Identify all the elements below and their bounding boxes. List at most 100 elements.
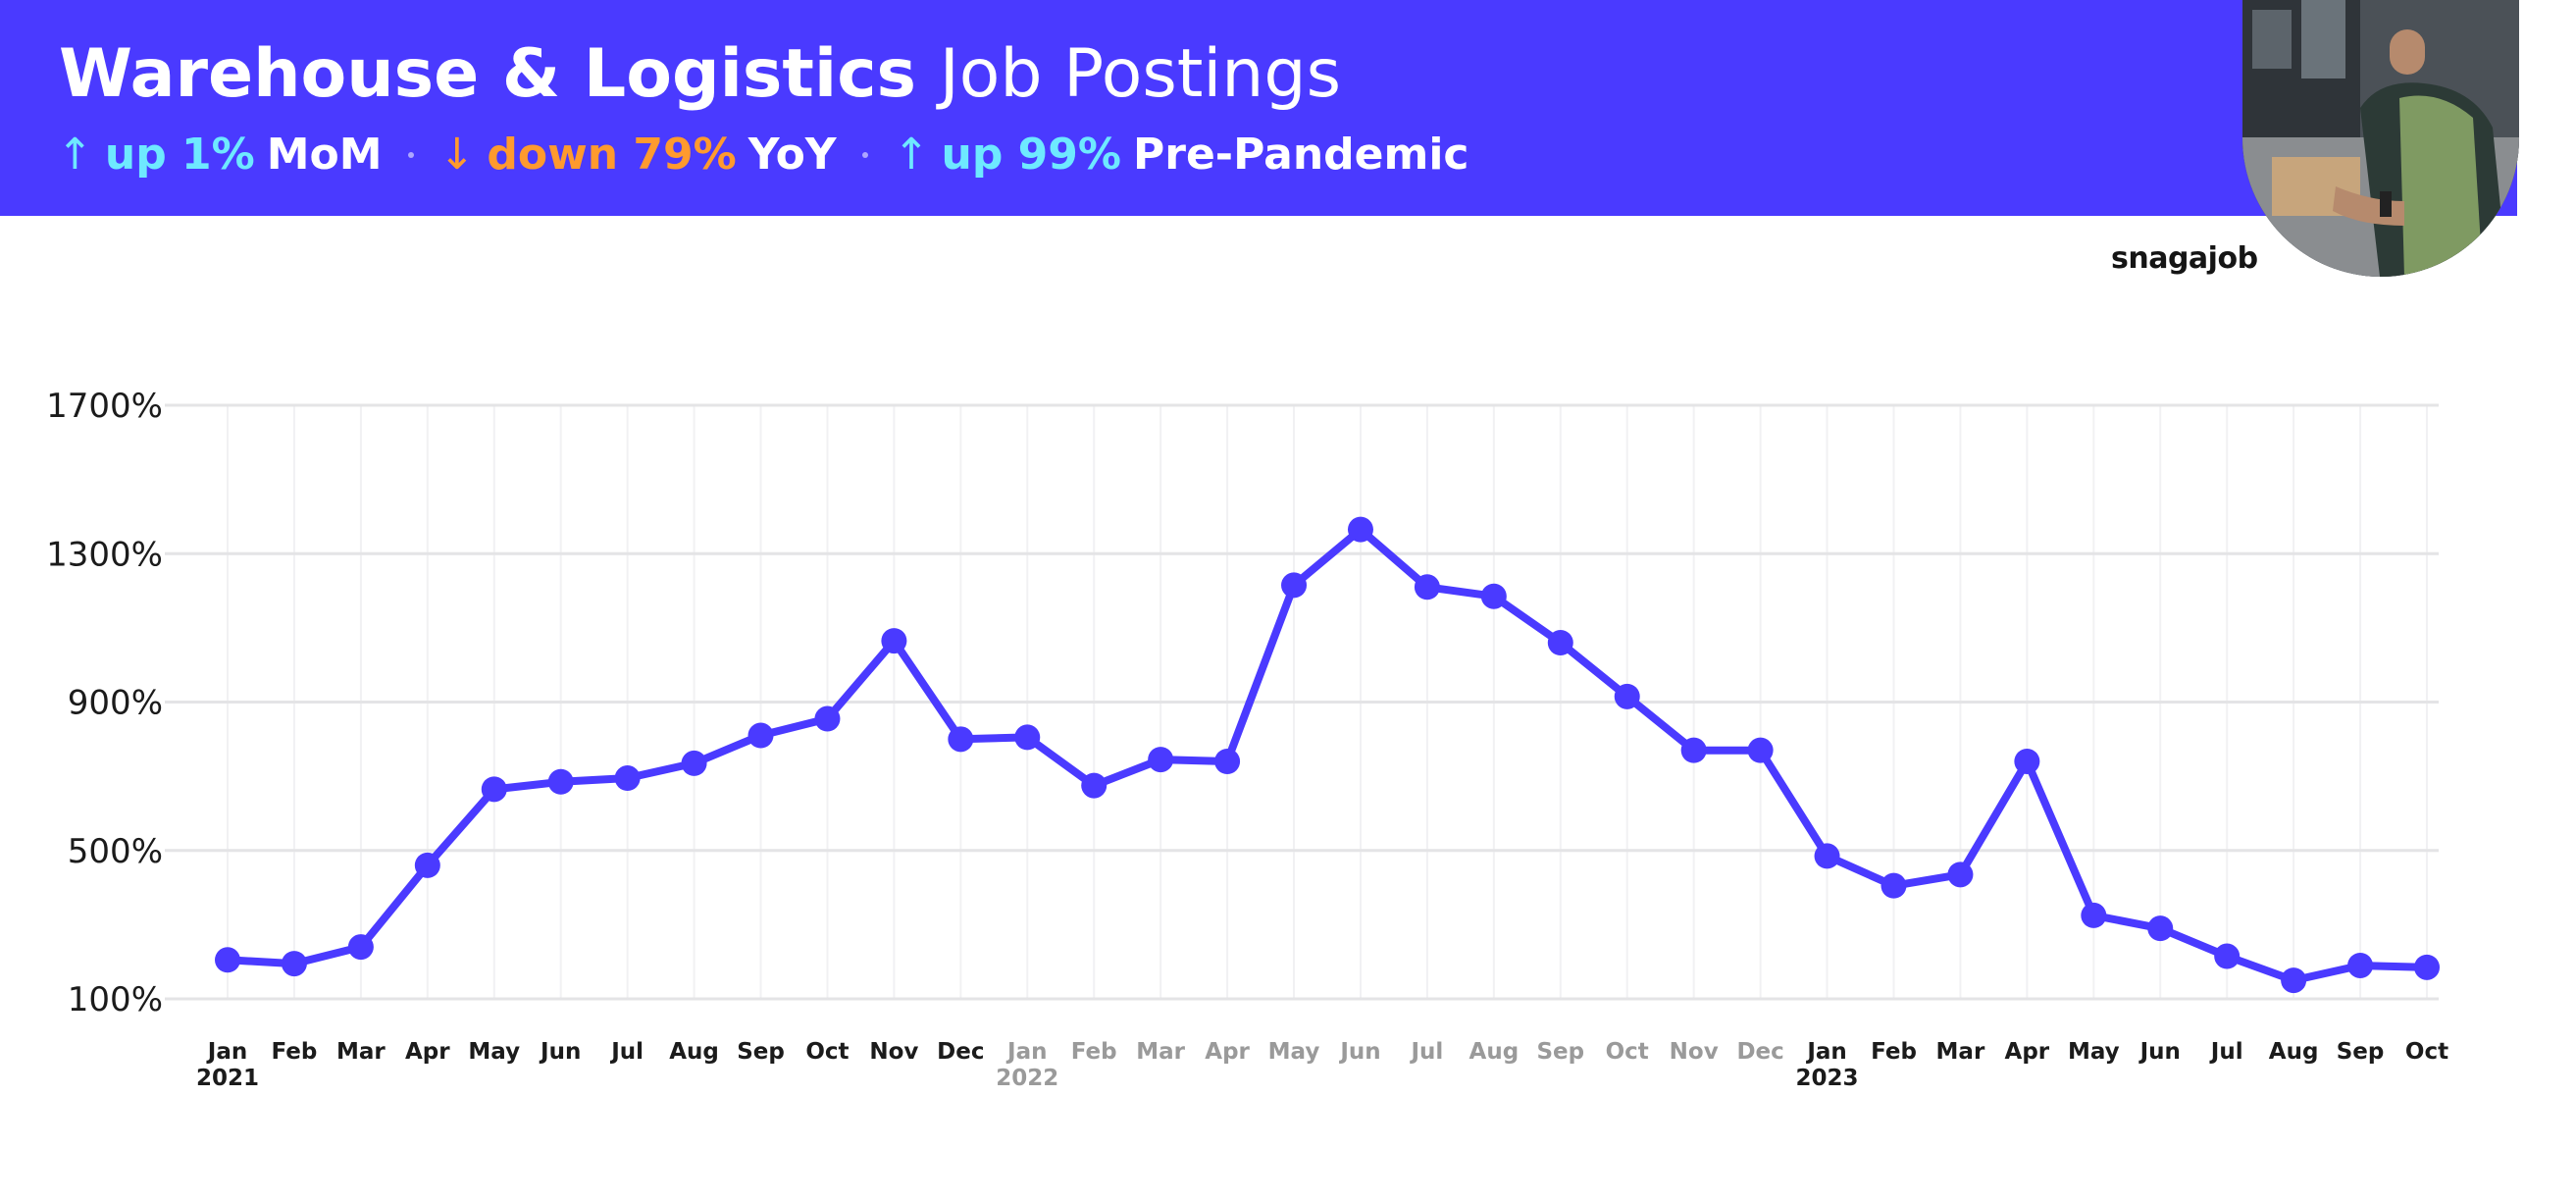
x-tick-label: Jul [1409,1039,1443,1065]
x-tick-label: May [468,1039,520,1065]
data-point [547,768,574,795]
x-tick-label: Jun [2138,1039,2181,1065]
x-tick-label: Mar [336,1039,386,1065]
data-point [1414,574,1440,600]
data-point [1747,737,1774,763]
x-tick-year-label: 2023 [1796,1066,1859,1091]
data-point [948,726,974,753]
x-tick-label: Jan [1805,1039,1846,1065]
snagajob-logo: snagajob [2111,241,2258,276]
data-point [1480,583,1507,609]
x-tick-label: Oct [805,1039,849,1065]
x-tick-label: Jun [1338,1039,1380,1065]
series-points [215,516,2440,994]
stat-yoy-value: down 79% [487,130,737,180]
x-tick-label: Oct [2405,1039,2448,1065]
data-point [215,947,240,973]
worker-photo-illustration [2242,0,2519,277]
separator-dot [861,152,868,158]
data-point [1614,683,1640,709]
x-tick-label: Jan [206,1039,247,1065]
stats-row: ↑ up 1% MoM ↓ down 79% YoY ↑ up 99% Pre-… [57,126,1469,184]
x-tick-label: Jul [2209,1039,2243,1065]
data-point [481,776,507,803]
data-point [1281,572,1308,599]
data-point [681,750,707,776]
data-point [881,628,907,654]
x-tick-label: Aug [1469,1039,1520,1065]
data-point [1214,749,1241,774]
x-tick-label: Mar [1136,1039,1185,1065]
data-point [747,722,774,749]
arrow-down-icon: ↓ [438,130,476,180]
x-tick-label: Feb [272,1039,318,1065]
data-point [814,705,841,732]
x-tick-label: Feb [1071,1039,1117,1065]
stat-mom-value: up 1% [104,130,255,180]
title-light: Job Postings [939,35,1341,113]
worker-photo [2242,0,2519,277]
chart-gridlines [165,403,2439,1001]
data-point [2014,749,2040,774]
x-tick-year-label: 2022 [996,1066,1058,1091]
x-tick-label: Jun [539,1039,581,1065]
x-tick-label: May [1268,1039,1320,1065]
data-point [2147,915,2174,942]
y-tick-label: 500% [68,832,163,871]
x-tick-label: Apr [1205,1039,1250,1065]
data-point [1880,872,1907,899]
stat-yoy: ↓ down 79% YoY [439,126,837,184]
data-point [1680,737,1707,763]
data-point [1814,843,1840,869]
x-tick-label: Nov [869,1039,918,1065]
data-point [281,951,307,977]
data-point [1148,747,1174,773]
data-point [2081,902,2107,928]
title-bold: Warehouse & Logistics [59,35,917,113]
x-tick-label: Jan [1005,1039,1047,1065]
x-tick-label: Feb [1871,1039,1917,1065]
x-tick-year-label: 2021 [196,1066,259,1091]
data-point [2214,943,2241,969]
series-line [224,525,2431,985]
y-tick-label: 1300% [46,535,163,574]
data-point [2281,967,2307,994]
y-axis-ticks: 100% 500% 900% 1300% 1700% [46,387,163,1019]
x-tick-label: Apr [2005,1039,2050,1065]
x-tick-label: Apr [405,1039,450,1065]
data-point [1347,516,1373,543]
data-point [1014,724,1041,751]
x-tick-label: Dec [937,1039,984,1065]
separator-dot [407,152,414,158]
x-tick-label: Mar [1936,1039,1985,1065]
y-tick-label: 100% [68,980,163,1019]
arrow-up-icon: ↑ [893,130,930,180]
stat-prepandemic-label: Pre-Pandemic [1133,130,1469,180]
x-tick-label: Nov [1670,1039,1719,1065]
data-point [614,765,641,792]
data-point [414,852,440,878]
y-tick-label: 900% [68,684,163,723]
data-point [1947,862,1974,888]
data-point [1547,630,1573,655]
x-tick-label: Sep [2337,1039,2385,1065]
header-banner: Warehouse & Logistics Job Postings ↑ up … [0,0,2517,216]
x-tick-label: Aug [2269,1039,2319,1065]
x-tick-label: Sep [737,1039,785,1065]
x-tick-label: Oct [1606,1039,1649,1065]
arrow-up-icon: ↑ [57,130,93,180]
data-point [347,934,374,961]
data-point [2347,952,2374,978]
data-point [2414,954,2440,980]
stat-mom-label: MoM [266,130,383,180]
stat-mom: ↑ up 1% MoM [57,126,383,184]
data-point [1081,772,1108,799]
stat-prepandemic-value: up 99% [941,130,1122,180]
x-tick-label: Dec [1736,1039,1783,1065]
x-tick-label: Sep [1536,1039,1584,1065]
x-tick-label: Aug [669,1039,719,1065]
x-tick-label: Jul [609,1039,644,1065]
stat-prepandemic: ↑ up 99% Pre-Pandemic [894,126,1469,184]
